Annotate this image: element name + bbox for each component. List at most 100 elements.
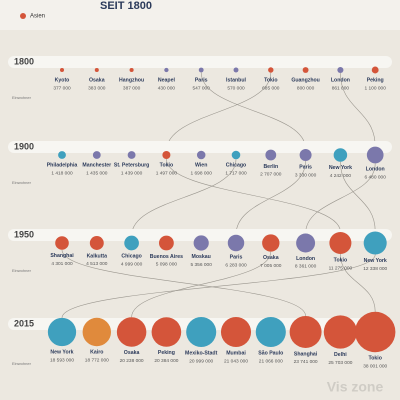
city-name: Philadelphia: [47, 162, 78, 168]
connector: [340, 161, 376, 232]
row-band: [8, 56, 392, 68]
city-bubble: [262, 234, 280, 252]
city-name: Tokio: [264, 77, 277, 83]
city-name: Istanbul: [226, 77, 246, 83]
city-bubble: [127, 151, 136, 159]
city-name: Chicago: [226, 163, 246, 169]
legend-swatch: [20, 13, 26, 19]
city-population: 7 005 000: [260, 263, 282, 269]
city-bubble: [233, 67, 239, 73]
city-name: Wien: [195, 163, 207, 169]
connector: [166, 72, 272, 151]
city-population: 570 000: [227, 85, 245, 91]
city-population: 1 439 000: [121, 170, 143, 176]
connector: [305, 163, 376, 234]
header-band: [0, 0, 400, 30]
city-population: 4 513 000: [86, 261, 108, 267]
city-bubble: [186, 316, 217, 348]
city-population: 800 000: [297, 85, 315, 91]
row-year: 1950: [14, 229, 34, 239]
city-population: 2 707 000: [260, 172, 282, 178]
city-population: 21 066 000: [259, 358, 283, 364]
row-band: [8, 229, 392, 241]
city-name: Manchester: [82, 162, 111, 168]
city-bubble: [116, 317, 147, 347]
city-bubble: [366, 146, 384, 164]
city-name: London: [296, 256, 315, 262]
city-population: 5 356 000: [191, 262, 213, 268]
city-bubble: [323, 315, 358, 349]
city-population: 20 384 000: [154, 358, 178, 364]
city-population: 1 698 000: [191, 171, 213, 177]
city-name: New York: [364, 258, 387, 264]
connector: [131, 159, 237, 236]
city-bubble: [82, 317, 112, 347]
city-bubble: [227, 234, 245, 252]
city-population: 1 418 000: [51, 170, 73, 176]
city-name: Delhi: [334, 352, 347, 358]
city-population: 3 330 000: [295, 172, 317, 178]
city-name: Osaka: [89, 77, 105, 83]
city-bubble: [94, 67, 99, 73]
city-bubble: [265, 149, 277, 161]
city-bubble: [333, 148, 348, 162]
city-bubble: [296, 233, 316, 253]
city-bubble: [124, 235, 139, 251]
city-name: London: [366, 167, 385, 173]
connector: [200, 72, 306, 150]
city-name: Osaka: [263, 255, 279, 261]
unit-label: Einwohner: [12, 180, 32, 185]
city-bubble: [164, 67, 169, 73]
city-bubble: [329, 231, 352, 255]
city-name: Tokio: [160, 162, 173, 168]
row-year: 1900: [14, 141, 34, 151]
chart-title: SEIT 1800: [100, 0, 152, 12]
city-population: 21 043 000: [224, 358, 248, 364]
city-population: 18 772 000: [85, 357, 109, 363]
city-bubble: [231, 150, 241, 160]
city-bubble: [92, 151, 101, 159]
unit-label: Einwohner: [12, 268, 32, 273]
city-bubble: [337, 66, 344, 74]
city-name: St. Petersburg: [114, 162, 149, 168]
city-population: 430 000: [158, 85, 176, 91]
city-bubble: [151, 317, 182, 347]
city-population: 18 593 000: [50, 357, 74, 363]
city-population: 685 000: [262, 85, 280, 91]
unit-label: Einwohner: [12, 95, 32, 100]
connector: [61, 249, 306, 317]
city-population: 387 000: [123, 85, 141, 91]
city-bubble: [198, 67, 204, 73]
city-population: 547 000: [193, 85, 211, 91]
city-name: Tokio: [334, 257, 347, 263]
unit-label: Einwohner: [12, 361, 32, 366]
connector: [340, 254, 376, 312]
city-population: 1 717 000: [225, 171, 247, 177]
city-name: Mexiko-Stadt: [185, 350, 218, 356]
city-bubble: [47, 317, 77, 347]
city-population: 1 497 000: [156, 170, 178, 176]
city-population: 4 301 000: [51, 261, 73, 267]
city-population: 6 283 000: [225, 262, 247, 268]
city-name: Kyoto: [55, 77, 70, 83]
row-year: 2015: [14, 318, 34, 328]
row-band: [8, 141, 392, 153]
city-bubble: [371, 66, 379, 74]
city-bubble: [289, 316, 322, 348]
city-population: 23 741 000: [294, 359, 318, 365]
city-name: Kairo: [90, 350, 103, 356]
city-name: Tokio: [368, 356, 381, 362]
city-bubble: [220, 316, 252, 348]
city-bubble: [196, 150, 206, 160]
city-population: 1 435 000: [86, 170, 108, 176]
city-name: Osaka: [124, 350, 140, 356]
city-bubble: [58, 151, 66, 159]
city-name: Chicago: [121, 254, 141, 260]
connector: [340, 73, 376, 147]
city-population: 25 703 000: [328, 360, 352, 366]
city-name: Paris: [195, 77, 208, 83]
city-bubble: [59, 67, 65, 73]
city-bubble: [299, 149, 312, 161]
city-name: Shanghai: [294, 351, 318, 357]
city-name: Peking: [158, 350, 175, 356]
